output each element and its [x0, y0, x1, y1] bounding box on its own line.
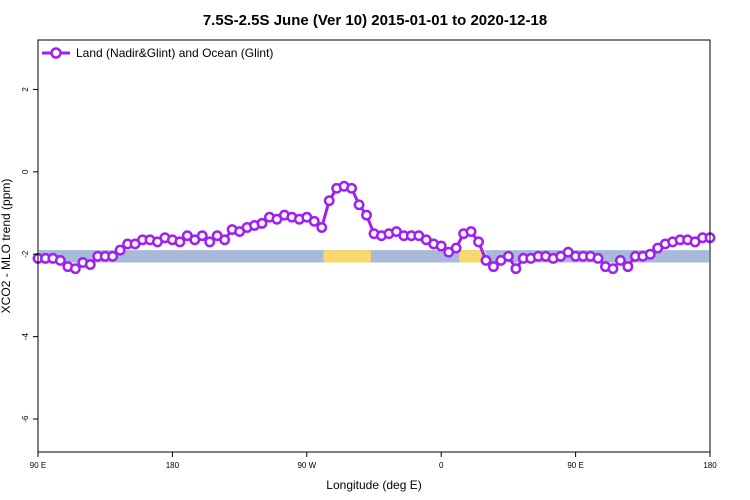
data-point	[607, 263, 619, 275]
series-points	[32, 180, 716, 275]
data-point	[450, 242, 462, 254]
surface-band	[39, 250, 709, 263]
data-point	[465, 226, 477, 238]
y-tick-label: -4	[21, 333, 30, 341]
legend: Land (Nadir&Glint) and Ocean (Glint)	[42, 46, 273, 60]
land-band-segment	[459, 250, 486, 263]
data-point	[219, 234, 231, 246]
y-tick-label: 2	[21, 87, 30, 92]
data-point	[614, 254, 626, 266]
land-band-segment	[323, 250, 372, 263]
x-axis-label: Longitude (deg E)	[326, 478, 421, 492]
legend-marker	[50, 47, 62, 59]
data-point	[435, 240, 447, 252]
x-tick-label: 90 E	[30, 461, 46, 470]
y-tick-label: 0	[21, 169, 30, 174]
data-point	[622, 261, 634, 273]
data-point	[196, 230, 208, 242]
legend-label: Land (Nadir&Glint) and Ocean (Glint)	[76, 46, 273, 60]
data-point	[644, 248, 656, 260]
data-point	[54, 254, 66, 266]
x-tick-label: 180	[703, 461, 717, 470]
x-tick-label: 90 W	[297, 461, 316, 470]
chart-title: 7.5S-2.5S June (Ver 10) 2015-01-01 to 20…	[203, 12, 547, 29]
data-point	[361, 209, 372, 221]
data-point	[473, 236, 484, 248]
data-point	[308, 215, 320, 227]
y-tick-label: -6	[21, 415, 30, 423]
y-axis-ticks: 2 0 -2 -4 -6	[21, 87, 38, 423]
data-point	[353, 199, 365, 211]
x-axis-ticks: 90 E 180 90 W 0 90 E 180	[30, 452, 717, 470]
x-tick-label: 90 E	[567, 461, 583, 470]
y-axis-label: XCO2 - MLO trend (ppm)	[0, 179, 13, 314]
data-point	[510, 263, 522, 275]
y-tick-label: -2	[21, 250, 30, 258]
data-point	[107, 250, 119, 262]
plot-frame	[37, 39, 711, 453]
data-point	[323, 195, 335, 207]
data-point	[174, 236, 186, 248]
data-point	[204, 236, 216, 248]
data-point	[316, 222, 328, 233]
ocean-band	[39, 250, 709, 263]
x-tick-label: 180	[166, 461, 180, 470]
x-tick-label: 0	[439, 461, 444, 470]
data-point	[346, 182, 358, 194]
data-point	[502, 250, 514, 262]
data-point	[84, 259, 96, 270]
data-point	[256, 217, 268, 229]
data-point	[592, 252, 604, 264]
data-point	[69, 263, 81, 275]
data-point	[480, 254, 492, 266]
data-point	[488, 261, 499, 273]
data-point	[114, 244, 126, 256]
